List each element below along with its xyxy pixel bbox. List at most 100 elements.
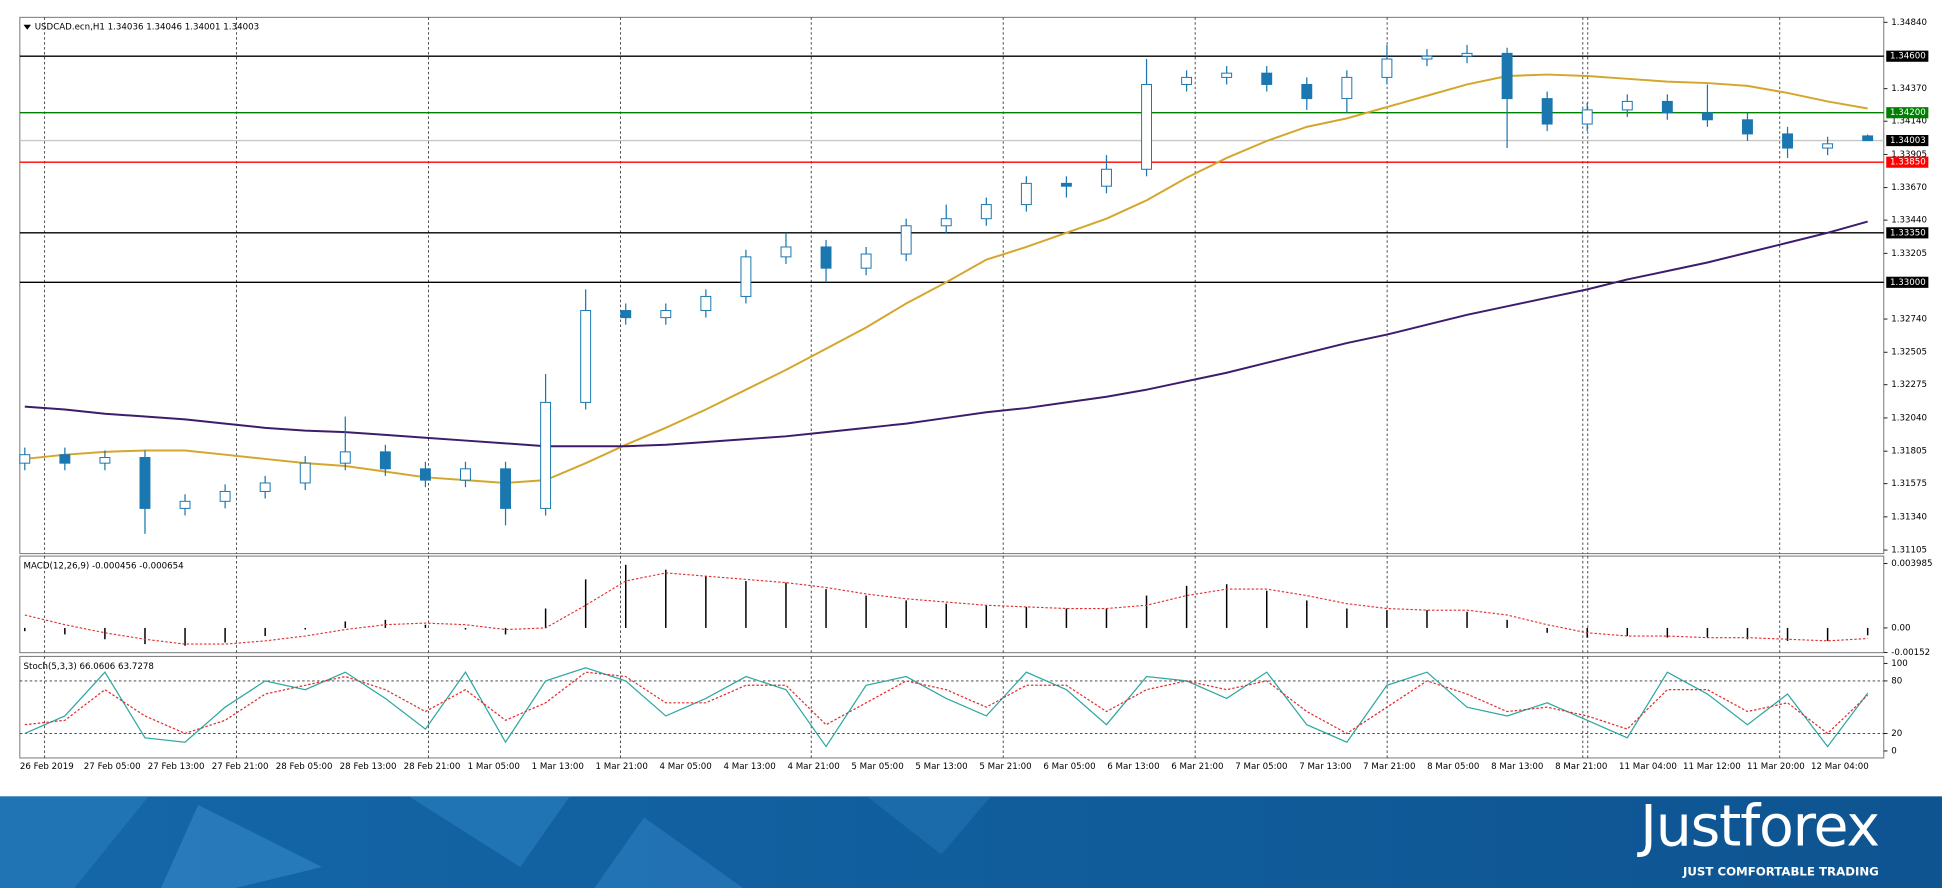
x-tick-label: 11 Mar 12:00 [1683, 762, 1741, 772]
x-tick-label: 4 Mar 21:00 [787, 762, 839, 772]
candle-body [1701, 112, 1713, 121]
footer-banner: Justforex JUST COMFORTABLE TRADING [0, 793, 1942, 888]
y-tick-label: 1.32275 [1891, 380, 1927, 390]
price-panel [19, 16, 1885, 555]
moving-average [24, 73, 1868, 484]
background [0, 0, 1942, 796]
candle-body [419, 468, 431, 481]
x-tick-label: 28 Feb 05:00 [276, 762, 333, 772]
x-tick-label: 26 Feb 2019 [20, 762, 74, 772]
y-tick-label: 1.34140 [1891, 117, 1927, 127]
candle-body [740, 256, 752, 297]
y-tick-label: -0.00152 [1891, 648, 1930, 658]
moving-average [24, 220, 1868, 448]
decor [866, 796, 991, 855]
candle-body [339, 451, 351, 464]
y-tick-label: 1.33905 [1891, 150, 1927, 160]
x-tick-label: 4 Mar 13:00 [723, 762, 775, 772]
candle-body [1661, 100, 1673, 114]
decor [594, 817, 744, 888]
y-tick-label: 80 [1891, 676, 1902, 686]
y-tick-label: 0.003985 [1891, 559, 1932, 569]
candle-body [580, 310, 592, 403]
candle-body [299, 462, 311, 484]
stoch-title: Stoch(5,3,3) 66.0606 63.7278 [24, 662, 154, 672]
x-tick-label: 5 Mar 13:00 [915, 762, 967, 772]
decor [408, 796, 570, 867]
x-tick-label: 28 Feb 13:00 [340, 762, 397, 772]
x-tick-label: 27 Feb 13:00 [148, 762, 205, 772]
y-tick-label: 1.32505 [1891, 348, 1927, 358]
candle-body [1461, 52, 1473, 57]
x-tick-label: 1 Mar 13:00 [532, 762, 584, 772]
menu-arrow [23, 24, 31, 30]
candle-body [460, 468, 471, 481]
candle-body [219, 490, 231, 502]
candle-body [1541, 98, 1553, 125]
y-tick-label: 1.31575 [1891, 479, 1927, 489]
candle-body [940, 218, 952, 227]
x-tick-label: 8 Mar 21:00 [1555, 762, 1607, 772]
candle-body [980, 204, 992, 220]
banner [0, 796, 1942, 888]
candle-body [1621, 100, 1633, 111]
candle-body [1060, 182, 1072, 187]
y-tick-label: 1.32740 [1891, 315, 1927, 325]
x-tick-label: 1 Mar 21:00 [596, 762, 648, 772]
candle-body [1261, 72, 1273, 85]
level-tag [1886, 107, 1929, 119]
level-label: 1.33000 [1890, 278, 1926, 288]
candle-body [500, 468, 511, 509]
x-tick-label: 11 Mar 20:00 [1747, 762, 1805, 772]
candle-body [900, 225, 912, 255]
candle-body [1822, 143, 1834, 149]
candle-body [259, 482, 271, 492]
brand-logo: Justforex [1637, 793, 1879, 859]
level-tag [1886, 134, 1929, 147]
level-label: 1.33850 [1890, 158, 1926, 168]
candle-body [1421, 55, 1433, 60]
x-tick-label: 27 Feb 05:00 [84, 762, 141, 772]
x-tick-label: 6 Mar 05:00 [1043, 762, 1095, 772]
level-tag [1886, 227, 1929, 239]
x-tick-label: 8 Mar 05:00 [1427, 762, 1479, 772]
x-tick-label: 12 Mar 04:00 [1811, 762, 1869, 772]
chart-title: USDCAD.ecn,H1 1.34036 1.34046 1.34001 1.… [35, 23, 259, 33]
candle-body [379, 451, 391, 470]
y-tick-label: 1.31340 [1891, 512, 1927, 522]
level-tag [1886, 156, 1929, 168]
candle-body [99, 457, 111, 464]
macd-panel [19, 555, 1885, 654]
x-tick-label: 6 Mar 21:00 [1171, 762, 1223, 772]
macd-title: MACD(12,26,9) -0.000456 -0.000654 [24, 561, 185, 571]
x-tick-label: 7 Mar 13:00 [1299, 762, 1351, 772]
candle-body [1181, 76, 1193, 85]
x-tick-label: 7 Mar 05:00 [1235, 762, 1287, 772]
x-tick-label: 4 Mar 05:00 [660, 762, 712, 772]
x-tick-label: 7 Mar 21:00 [1363, 762, 1415, 772]
candle-body [1101, 168, 1112, 187]
y-tick-label: 1.33205 [1891, 249, 1927, 259]
y-tick-label: 1.33670 [1891, 183, 1927, 193]
candle-body [860, 253, 872, 269]
y-tick-label: 1.34840 [1891, 18, 1927, 28]
level-label: 1.33350 [1890, 228, 1926, 238]
candle-body [1581, 109, 1593, 125]
candle-body [179, 500, 191, 509]
y-tick-label: 0 [1891, 746, 1897, 756]
y-tick-label: 0.00 [1891, 623, 1910, 633]
y-tick-label: 100 [1891, 659, 1908, 669]
y-tick-label: 1.31105 [1891, 546, 1927, 556]
candle-body [1782, 133, 1793, 149]
candle-body [1742, 119, 1753, 135]
level-label: 1.34003 [1890, 136, 1926, 146]
stoch-line [24, 671, 1869, 735]
y-tick-label: 1.31805 [1891, 447, 1927, 457]
level-tag [1886, 276, 1929, 288]
candle-body [19, 454, 31, 464]
candle-body [1221, 72, 1233, 78]
y-tick-label: 1.33440 [1891, 216, 1927, 226]
candle-body [1020, 182, 1032, 206]
